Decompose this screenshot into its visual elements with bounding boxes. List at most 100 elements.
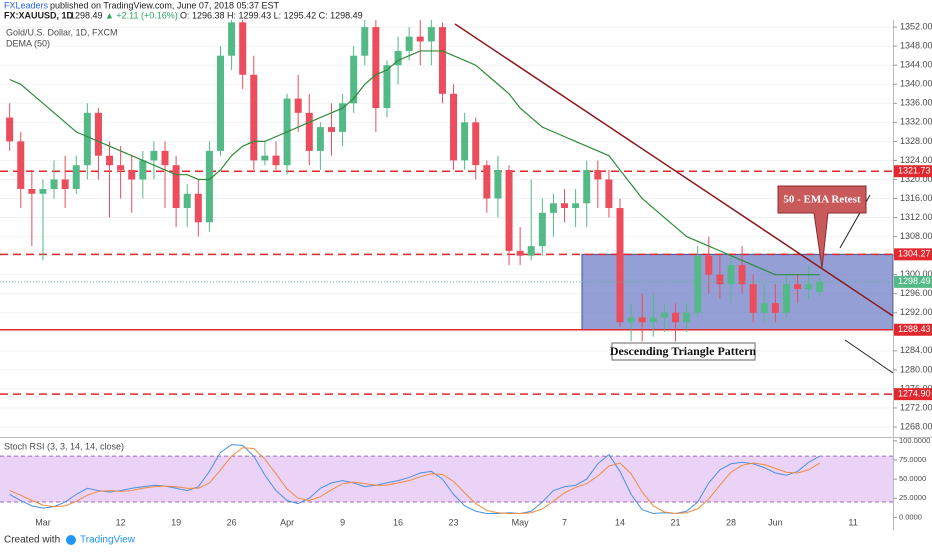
candle-body xyxy=(638,317,646,323)
candle-body xyxy=(39,188,47,194)
y-tick-label: 1300.00 xyxy=(900,269,932,279)
candle-body xyxy=(527,246,535,256)
candle-body xyxy=(394,50,402,66)
candle-body xyxy=(771,303,779,313)
published: published on TradingView.com, June 07, 2… xyxy=(50,0,279,10)
candle-body xyxy=(494,169,502,199)
y-tick-label: 1280.00 xyxy=(900,364,932,374)
y-tick-label: 1328.00 xyxy=(900,136,932,146)
candle-body xyxy=(683,312,691,323)
y-tick-label: 100.0000 xyxy=(899,436,930,445)
legend-dema: DEMA (50) xyxy=(6,38,50,48)
x-tick-label: 14 xyxy=(615,517,625,527)
x-tick-label: Mar xyxy=(35,517,51,527)
candle-body xyxy=(782,284,790,313)
candle-body xyxy=(805,284,813,289)
y-tick-label: 50.0000 xyxy=(899,474,926,483)
y-tick-label: 1308.00 xyxy=(900,231,932,241)
stoch-band xyxy=(0,456,893,503)
candle-body xyxy=(538,212,546,247)
candle-body xyxy=(472,122,480,166)
candle-body xyxy=(327,127,335,132)
candle-body xyxy=(128,169,136,180)
stoch-line xyxy=(9,444,820,515)
y-tick-label: 1284.00 xyxy=(900,345,932,355)
candle-body xyxy=(583,169,591,204)
y-tick-label: 1316.00 xyxy=(900,193,932,203)
legend-title: Gold/U.S. Dollar, 1D, FXCM xyxy=(6,27,118,37)
main-plot xyxy=(0,20,893,428)
level-tag xyxy=(894,248,932,261)
x-tick-label: 21 xyxy=(670,517,680,527)
level-label: 1321.73 xyxy=(898,166,931,176)
candle-body xyxy=(749,284,757,313)
last-price: 1298.49 xyxy=(70,10,103,20)
stoch-line xyxy=(9,447,821,515)
ohlc: O: 1296.38 H: 1299.43 L: 1295.42 C: 1298… xyxy=(180,10,363,20)
candle-body xyxy=(694,255,702,313)
candle-body xyxy=(17,141,25,189)
callout-box xyxy=(777,185,867,269)
candle-body xyxy=(816,281,824,292)
candle-body xyxy=(250,74,258,161)
candle-body xyxy=(239,22,247,75)
candle-body xyxy=(660,312,668,318)
x-tick-label: Jun xyxy=(768,517,783,527)
x-tick-label: 9 xyxy=(340,517,345,527)
symbol: FX:XAUUSD, 1D xyxy=(4,10,74,20)
candle-body xyxy=(416,36,424,42)
candle-body xyxy=(217,55,225,151)
candle-body xyxy=(339,103,347,132)
candle-body xyxy=(228,22,236,56)
y-tick-label: 1272.00 xyxy=(900,402,932,412)
level-tag xyxy=(894,165,932,178)
candle-body xyxy=(139,160,147,180)
footer-created: Created with xyxy=(4,535,60,546)
candle-body xyxy=(50,179,58,189)
candle-body xyxy=(6,117,14,142)
price-tag xyxy=(894,275,932,288)
x-tick-label: 28 xyxy=(726,517,736,527)
y-tick-label: 1348.00 xyxy=(900,41,932,51)
trendline xyxy=(454,23,894,317)
y-tick-label: 1352.00 xyxy=(900,22,932,32)
candle-body xyxy=(72,165,80,189)
level-label: 1304.27 xyxy=(898,249,931,259)
y-tick-label: 1292.00 xyxy=(900,307,932,317)
logo xyxy=(66,535,76,545)
candle-body xyxy=(117,165,125,170)
candle-body xyxy=(605,179,613,209)
level-tag xyxy=(894,323,932,336)
candle-body xyxy=(405,36,413,51)
candle-body xyxy=(28,188,36,194)
candle-body xyxy=(83,112,91,166)
candle-body xyxy=(561,203,569,209)
candle-body xyxy=(305,112,313,151)
change: ▲ +2.11 (+0.16%) xyxy=(105,10,178,20)
candle-body xyxy=(649,317,657,323)
y-tick-label: 75.0000 xyxy=(899,455,926,464)
y-tick-label: 1344.00 xyxy=(900,60,932,70)
candle-body xyxy=(350,55,358,104)
level-label: 1274.90 xyxy=(898,389,931,399)
y-tick-label: 1336.00 xyxy=(900,98,932,108)
y-tick-label: 0.0000 xyxy=(899,512,922,521)
candle-body xyxy=(594,169,602,180)
candle-body xyxy=(205,150,213,223)
candle-body xyxy=(549,203,557,213)
candle-body xyxy=(172,165,180,209)
pattern-label-box xyxy=(611,342,756,361)
arrow-line xyxy=(844,339,894,374)
y-tick-label: 1296.00 xyxy=(900,288,932,298)
candle-body xyxy=(261,155,269,161)
y-tick-label: 1340.00 xyxy=(900,79,932,89)
x-tick-label: 23 xyxy=(449,517,459,527)
x-tick-label: 19 xyxy=(171,517,181,527)
candle-body xyxy=(727,265,735,285)
x-tick-label: 7 xyxy=(562,517,567,527)
candle-body xyxy=(161,150,169,166)
candle-body xyxy=(505,169,513,251)
x-tick-label: 12 xyxy=(116,517,126,527)
candle-body xyxy=(438,27,446,94)
candle-body xyxy=(705,255,713,275)
